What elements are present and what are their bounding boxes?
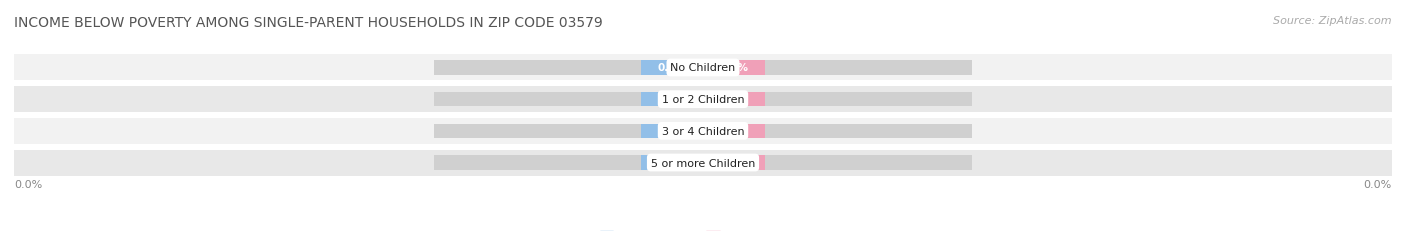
Bar (703, 124, 765, 138)
Bar (14, 150, 1392, 176)
Bar (703, 124, 972, 138)
Text: 0.0%: 0.0% (1364, 179, 1392, 189)
Bar (14, 87, 1392, 113)
Bar (641, 93, 703, 107)
Bar (14, 118, 1392, 144)
Text: 0.0%: 0.0% (720, 63, 748, 73)
Text: No Children: No Children (671, 63, 735, 73)
Bar (703, 93, 765, 107)
Text: 3 or 4 Children: 3 or 4 Children (662, 126, 744, 136)
Text: 1 or 2 Children: 1 or 2 Children (662, 95, 744, 105)
Text: 0.0%: 0.0% (14, 179, 42, 189)
Bar (703, 61, 765, 75)
Bar (641, 124, 703, 138)
Bar (434, 93, 703, 107)
Legend: Single Father, Single Mother: Single Father, Single Mother (596, 227, 810, 231)
Text: 0.0%: 0.0% (658, 158, 686, 168)
Bar (703, 93, 972, 107)
Text: 0.0%: 0.0% (720, 158, 748, 168)
Text: 0.0%: 0.0% (720, 95, 748, 105)
Bar (434, 124, 703, 138)
Bar (641, 156, 703, 170)
Bar (703, 156, 972, 170)
Bar (641, 61, 703, 75)
Bar (434, 156, 703, 170)
Text: 0.0%: 0.0% (658, 95, 686, 105)
Text: Source: ZipAtlas.com: Source: ZipAtlas.com (1274, 16, 1392, 26)
Text: 0.0%: 0.0% (720, 126, 748, 136)
Text: 5 or more Children: 5 or more Children (651, 158, 755, 168)
Bar (703, 156, 765, 170)
Bar (434, 61, 703, 75)
Bar (703, 61, 972, 75)
Text: INCOME BELOW POVERTY AMONG SINGLE-PARENT HOUSEHOLDS IN ZIP CODE 03579: INCOME BELOW POVERTY AMONG SINGLE-PARENT… (14, 16, 603, 30)
Bar (14, 55, 1392, 81)
Text: 0.0%: 0.0% (658, 63, 686, 73)
Text: 0.0%: 0.0% (658, 126, 686, 136)
